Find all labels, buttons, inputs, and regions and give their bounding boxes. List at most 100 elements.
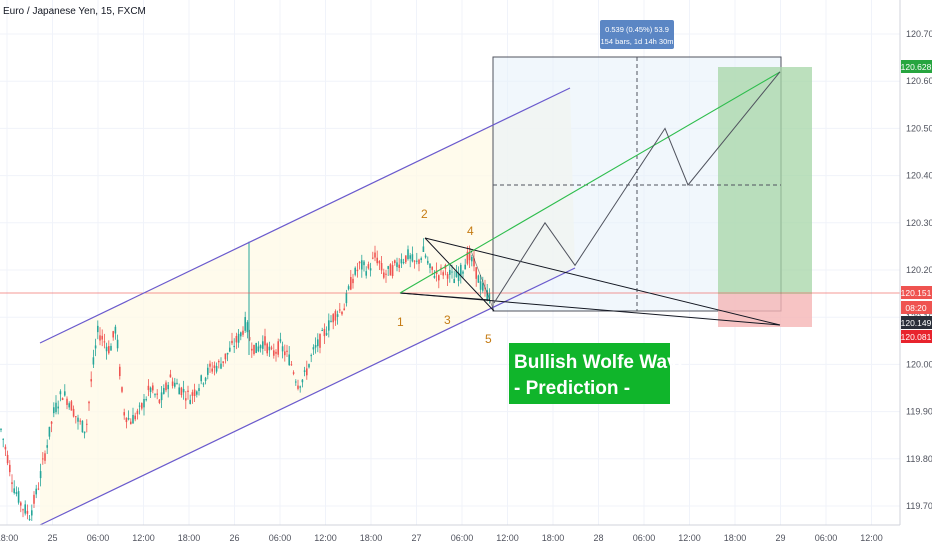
stop-price-text: 120.081 xyxy=(901,332,932,342)
wave-label-5: 5 xyxy=(485,332,492,346)
candle-body xyxy=(341,311,343,315)
candle-body xyxy=(33,494,35,504)
price-tick-label: 120.600 xyxy=(906,76,932,86)
candle-body xyxy=(407,249,409,260)
candle-body xyxy=(350,276,352,290)
profit-zone xyxy=(718,67,812,294)
candle-body xyxy=(42,458,44,460)
candle-body xyxy=(167,384,169,390)
candle-body xyxy=(156,393,158,395)
candle-body xyxy=(149,387,152,393)
candle-body xyxy=(163,388,165,394)
price-tick-label: 119.700 xyxy=(906,501,932,511)
candle-body xyxy=(147,385,150,391)
target-price-badge xyxy=(901,60,932,73)
candle-body xyxy=(378,260,381,264)
countdown-badge xyxy=(901,301,932,314)
candle-body xyxy=(242,330,244,335)
candle-body xyxy=(325,333,328,335)
candle-body xyxy=(123,412,125,416)
candle-body xyxy=(396,262,398,268)
candle-body xyxy=(202,383,205,385)
candle-body xyxy=(431,266,433,270)
candle-body xyxy=(180,387,183,395)
candle-body xyxy=(405,255,407,263)
candle-body xyxy=(101,335,103,340)
candle-body xyxy=(31,510,33,516)
candle-body xyxy=(132,414,134,424)
candle-body xyxy=(222,361,224,363)
candle-body xyxy=(255,342,257,353)
candle-body xyxy=(191,392,194,396)
candle-body xyxy=(394,260,396,264)
candle-body xyxy=(389,264,392,276)
price-tick-label: 120.300 xyxy=(906,218,932,228)
candle-body xyxy=(6,454,9,464)
candle-body xyxy=(420,258,422,260)
candle-body xyxy=(130,421,132,425)
candle-body xyxy=(308,364,310,368)
time-tick-label: 12:00 xyxy=(678,533,701,543)
price-axis[interactable]: 120.700 120.600 120.500 120.400 120.300 120.2… xyxy=(899,0,932,550)
candle-body xyxy=(79,420,81,422)
candle-body xyxy=(165,382,167,391)
candle-body xyxy=(226,352,229,355)
candle-body xyxy=(64,391,66,396)
candle-body xyxy=(204,377,207,381)
candle-body xyxy=(233,345,235,348)
candle-body xyxy=(343,308,345,311)
price-tick-label: 120.200 xyxy=(906,265,932,275)
time-tick-label: 18:00 xyxy=(178,533,201,543)
candle-body xyxy=(92,357,95,365)
candle-body xyxy=(28,518,31,521)
candle-body xyxy=(178,387,180,395)
candle-body xyxy=(224,353,227,360)
channel-upper-line xyxy=(39,87,571,344)
candle-body xyxy=(402,262,405,264)
candle-body xyxy=(207,367,209,375)
candle-body xyxy=(477,275,480,283)
candle-body xyxy=(319,334,321,348)
candle-body xyxy=(235,335,238,343)
candle-body xyxy=(187,390,189,392)
candle-body xyxy=(231,340,233,344)
candle-body xyxy=(215,366,218,372)
candle-body xyxy=(422,246,425,252)
candle-body xyxy=(268,346,271,351)
candle-body xyxy=(363,261,365,266)
time-tick-label: 28 xyxy=(593,533,603,543)
candle-body xyxy=(35,488,37,495)
candle-body xyxy=(237,333,240,343)
candle-body xyxy=(70,401,73,411)
candle-body xyxy=(286,350,288,352)
candle-body xyxy=(438,275,440,281)
candle-body xyxy=(365,271,367,276)
candle-body xyxy=(9,464,11,473)
candle-body xyxy=(17,491,20,503)
candle-body xyxy=(354,267,356,275)
candle-body xyxy=(380,263,383,271)
candle-body xyxy=(136,410,139,415)
price-tick-label: 120.500 xyxy=(906,123,932,133)
stop-price-badge xyxy=(901,330,932,343)
candle-body xyxy=(462,271,464,274)
wave-line-1-5 xyxy=(399,292,781,326)
candle-body xyxy=(114,326,117,334)
candle-body xyxy=(374,252,376,258)
channel-lower-line xyxy=(39,267,576,526)
candle-body xyxy=(75,416,77,418)
candle-body xyxy=(174,382,176,387)
candle-body xyxy=(387,266,389,269)
channel-fill xyxy=(40,88,575,525)
candle-body xyxy=(83,431,86,434)
candle-body xyxy=(119,366,121,377)
candle-body xyxy=(416,260,418,262)
candle-body xyxy=(68,403,70,408)
candle-body xyxy=(110,345,112,351)
time-axis[interactable]: 18:00 25 06:00 12:00 18:00 26 06:00 12:00 18:00 2… xyxy=(0,524,932,550)
projection-path xyxy=(493,71,781,304)
candle-body xyxy=(451,271,453,273)
candle-body xyxy=(455,270,458,278)
wave-label-3: 3 xyxy=(444,313,451,327)
